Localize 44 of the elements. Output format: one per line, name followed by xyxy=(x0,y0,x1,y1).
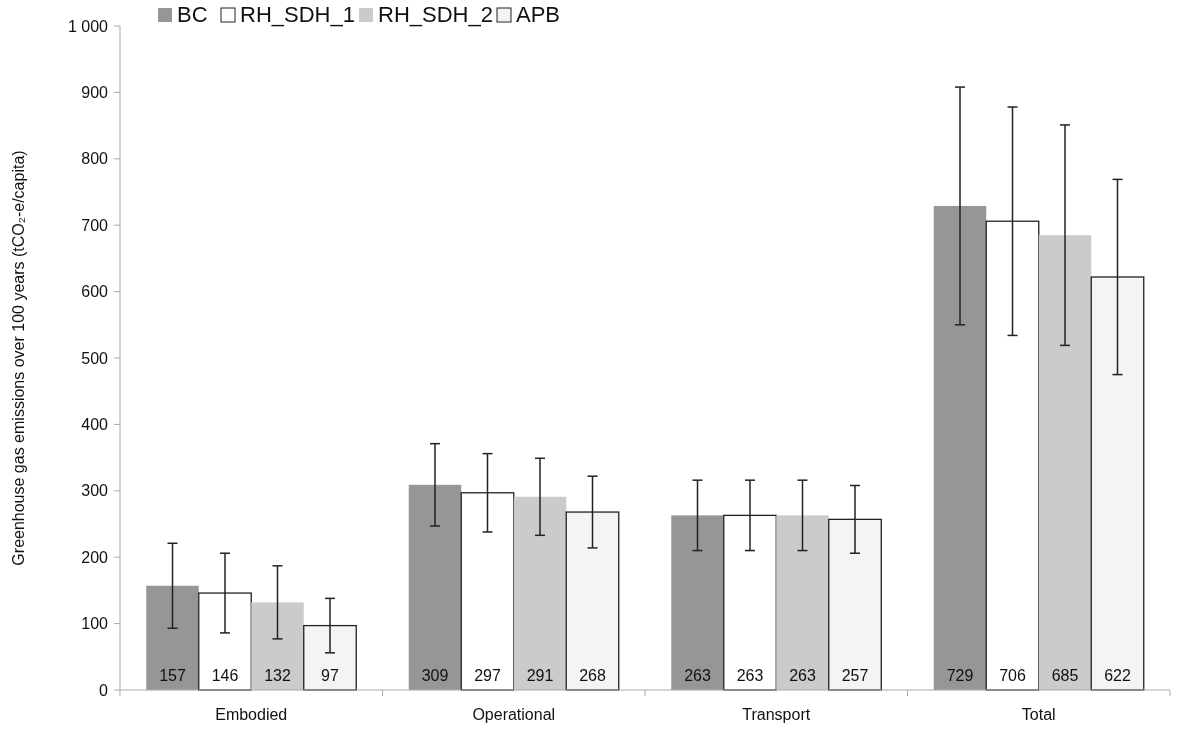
bar xyxy=(1038,235,1092,690)
data-label: 309 xyxy=(421,667,449,684)
x-tick-label: Operational xyxy=(472,706,556,723)
bar xyxy=(776,515,829,690)
data-label: 132 xyxy=(264,667,291,684)
y-axis-title: Greenhouse gas emissions over 100 years (tCO₂-e/capita) xyxy=(10,150,27,566)
data-label: 706 xyxy=(999,667,1026,684)
x-tick-label: Transport xyxy=(742,706,811,723)
data-label: 263 xyxy=(789,667,816,684)
y-tick-label: 0 xyxy=(99,681,109,699)
y-tick-label: 500 xyxy=(81,349,109,367)
bar xyxy=(513,496,567,690)
bar xyxy=(933,205,987,690)
y-tick-label: 800 xyxy=(81,150,109,168)
y-tick-label: 600 xyxy=(81,283,109,301)
y-tick-label: 200 xyxy=(81,548,109,566)
data-label: 268 xyxy=(579,667,606,684)
legend-label: BC xyxy=(177,2,208,27)
legend-label: APB xyxy=(516,2,561,27)
data-label: 263 xyxy=(684,667,711,684)
legend-label: RH_SDH_1 xyxy=(240,2,355,27)
data-label: 291 xyxy=(526,667,554,684)
data-label: 729 xyxy=(946,667,974,684)
x-tick-label: Total xyxy=(1021,706,1056,723)
bar xyxy=(408,484,462,690)
legend-label: RH_SDH_2 xyxy=(378,2,493,27)
data-label: 297 xyxy=(474,667,501,684)
data-label: 97 xyxy=(321,667,339,684)
bar xyxy=(251,602,304,690)
data-label: 622 xyxy=(1104,667,1131,684)
x-tick-label: Embodied xyxy=(215,706,288,723)
bar xyxy=(146,585,199,690)
y-tick-label: 400 xyxy=(81,416,109,433)
data-label: 685 xyxy=(1051,667,1079,684)
data-label: 257 xyxy=(841,667,869,684)
data-label: 157 xyxy=(159,667,186,684)
data-label: 263 xyxy=(736,667,764,684)
y-tick-label: 900 xyxy=(81,84,109,101)
y-tick-label: 700 xyxy=(81,216,109,234)
bar xyxy=(671,515,724,690)
data-label: 146 xyxy=(211,667,239,684)
y-tick-label: 1 000 xyxy=(67,17,109,35)
y-tick-label: 300 xyxy=(81,482,109,500)
y-tick-label: 100 xyxy=(81,615,109,633)
